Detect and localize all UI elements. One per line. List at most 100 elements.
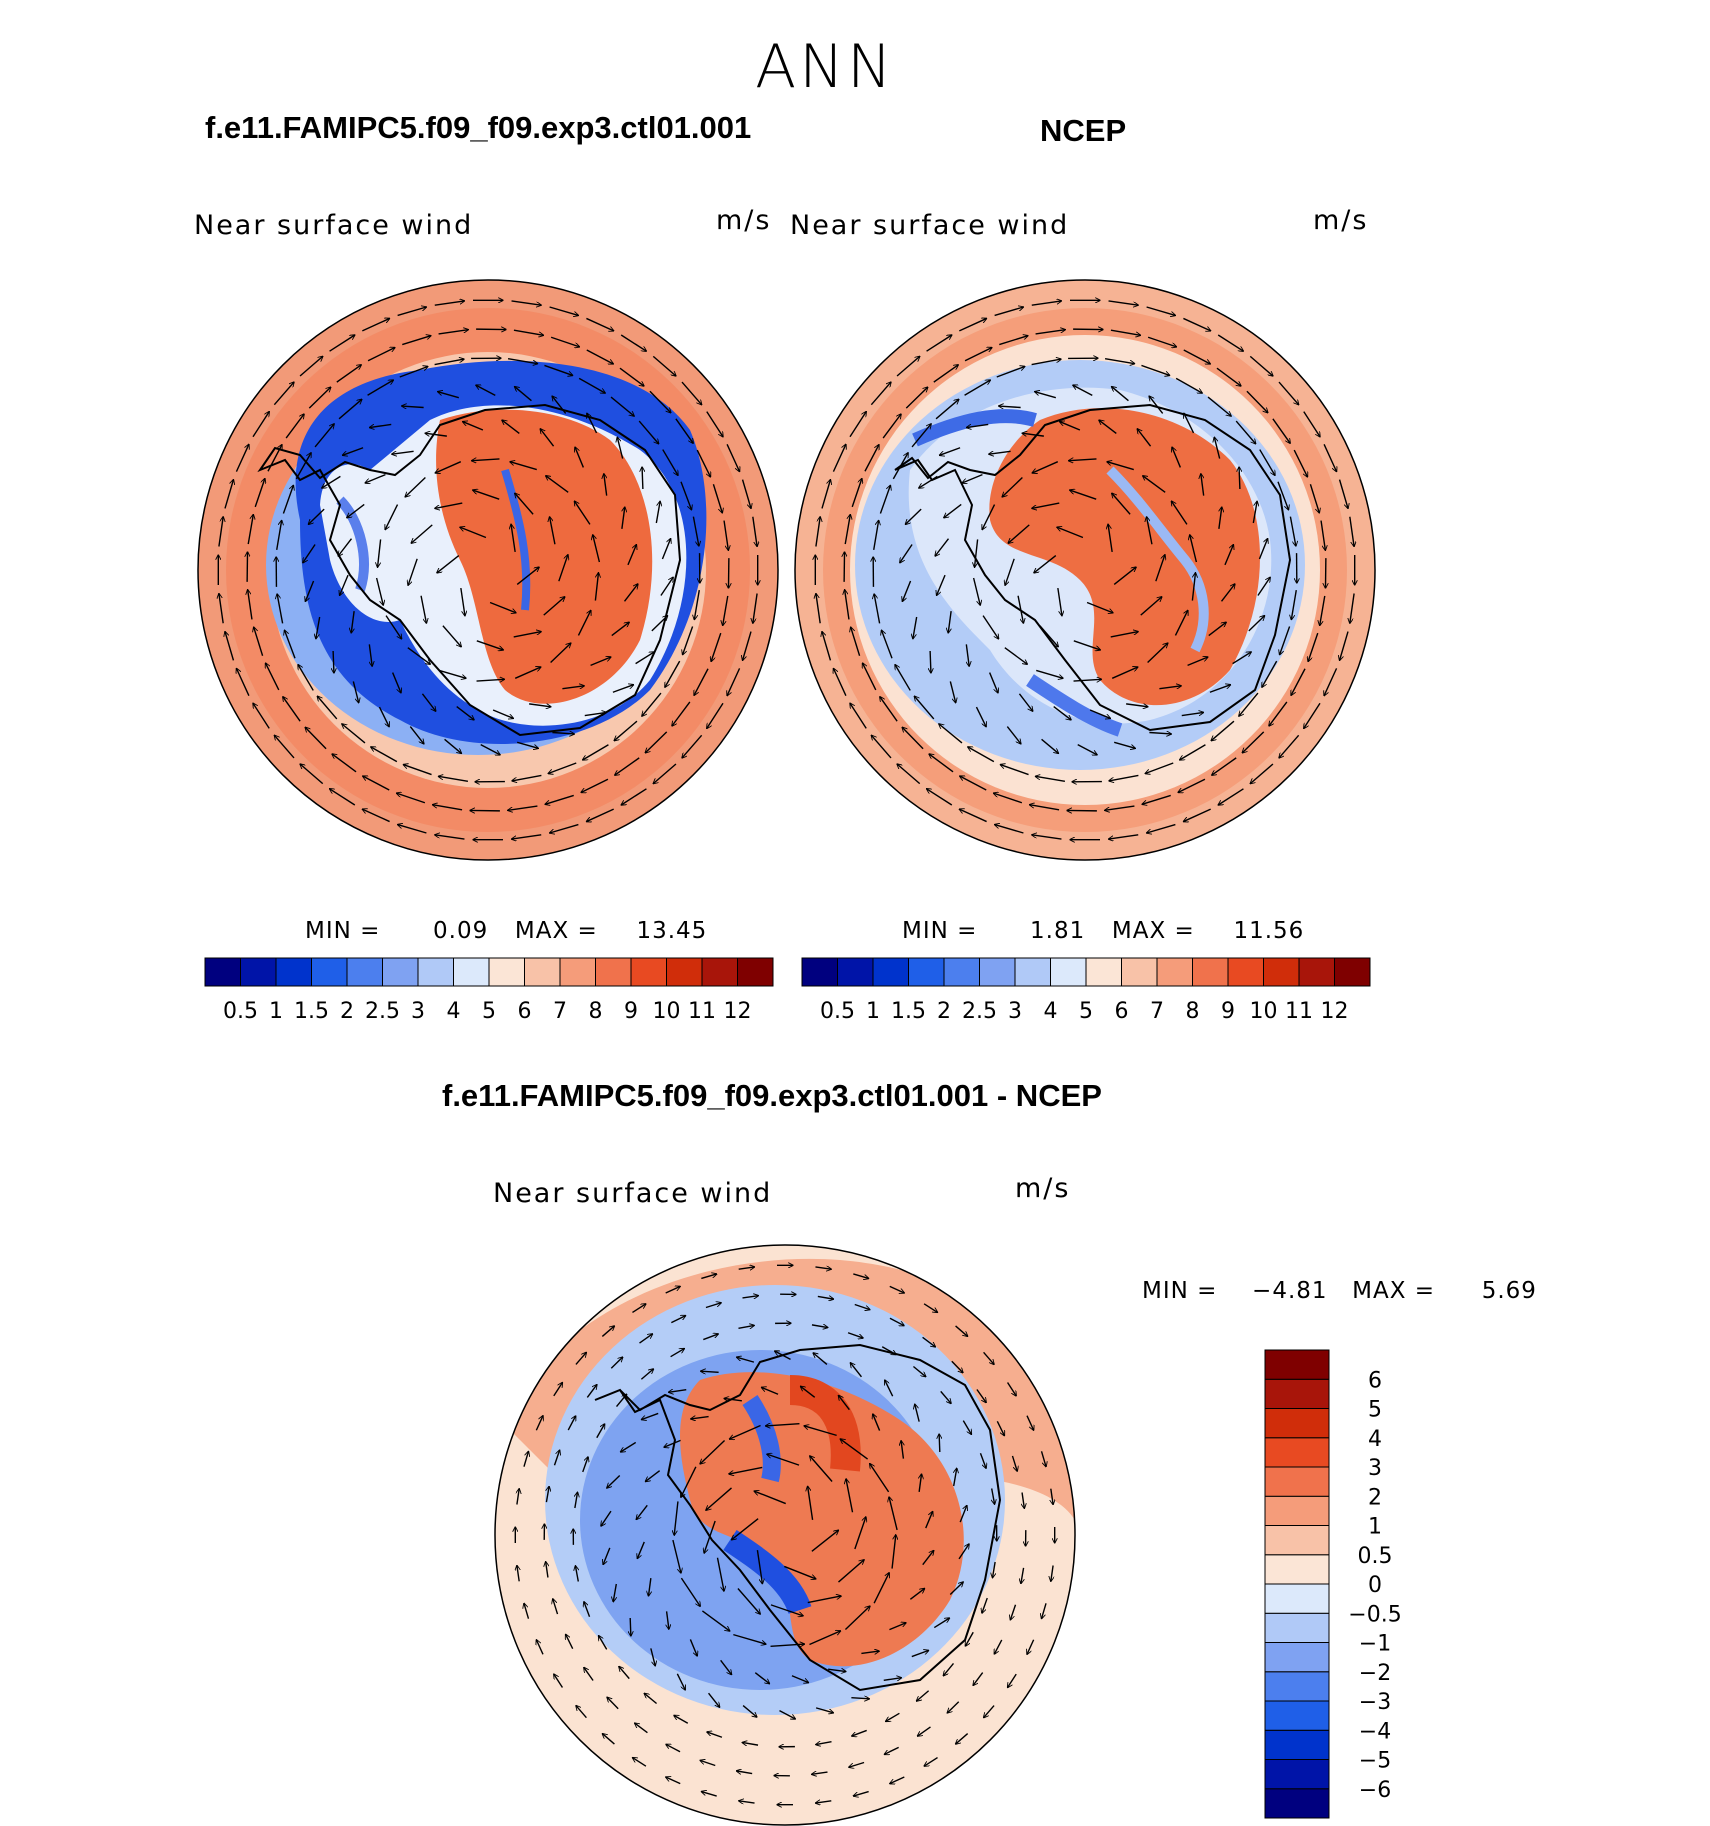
wind-arrow [1183, 317, 1210, 330]
wind-arrow [902, 580, 912, 601]
cbar3-swatch [1264, 1554, 1330, 1585]
wind-arrow [1142, 794, 1171, 804]
wind-arrow [775, 1351, 791, 1361]
wind-arrow [968, 747, 995, 763]
wind-arrow [553, 1382, 563, 1397]
wind-arrow [285, 414, 304, 439]
wind-arrow [909, 1588, 924, 1600]
cbar3-tick-label: −1 [1359, 1632, 1391, 1657]
cbar1-tick-label: 10 [653, 999, 681, 1024]
wind-arrow [832, 444, 845, 472]
wind-arrow [599, 1636, 608, 1650]
wind-arrow [960, 776, 987, 791]
panel-2-variable: Near surface wind [790, 210, 1070, 241]
wind-arrow [558, 555, 568, 582]
wind-arrow [576, 1706, 587, 1719]
wind-arrow [338, 538, 353, 556]
wind-arrow [817, 1296, 834, 1299]
cbar2-tick-label: 1 [866, 999, 880, 1024]
wind-arrow [1108, 524, 1113, 553]
wind-arrow [562, 686, 584, 690]
wind-arrow [883, 1678, 902, 1681]
wind-arrow [754, 1672, 769, 1684]
wind-arrow [1211, 720, 1235, 740]
wind-arrow [666, 1744, 681, 1753]
wind-arrow [897, 764, 921, 785]
cbar2-tick-label: 2 [937, 999, 951, 1024]
wind-arrow [604, 474, 608, 496]
wind-arrow [1021, 1567, 1024, 1584]
wind-arrow [912, 1365, 925, 1377]
wind-arrow [951, 1360, 963, 1372]
panel-1-minmax: MIN = 0.09 MAX = 13.45 [305, 918, 707, 944]
wind-arrow [712, 484, 722, 513]
cbar3-swatch [1264, 1466, 1330, 1497]
wind-arrow [1309, 484, 1319, 513]
wind-arrow [922, 1336, 936, 1347]
wind-arrow [1218, 507, 1222, 529]
wind-arrow [886, 1712, 900, 1721]
wind-arrow [1304, 702, 1321, 728]
wind-arrow [681, 1466, 697, 1497]
wind-arrow [1017, 595, 1023, 623]
wind-arrow [670, 1349, 685, 1358]
wind-arrow [982, 1597, 988, 1613]
cbar3-tick-label: −0.5 [1348, 1602, 1401, 1627]
wind-arrow [811, 1325, 828, 1328]
wind-arrow [742, 1705, 757, 1718]
panel-2-min-value: 1.81 [1030, 918, 1086, 944]
wind-arrow [816, 1742, 832, 1745]
wind-arrow [322, 475, 341, 488]
panel-2-max-label: MAX = [1111, 918, 1195, 944]
wind-arrow [815, 1801, 832, 1803]
wind-arrow [378, 539, 382, 567]
wind-arrow [1149, 733, 1171, 734]
wind-arrow [975, 539, 979, 567]
wind-arrow [854, 1517, 866, 1550]
panel-1-max-label: MAX = [514, 918, 598, 944]
wind-arrow [523, 1451, 529, 1467]
wind-arrow [707, 702, 724, 728]
wind-arrow [844, 514, 850, 545]
wind-arrow [1232, 652, 1252, 665]
wind-arrow [632, 1758, 647, 1767]
cbar3-tick-label: 0.5 [1358, 1544, 1393, 1569]
cbar3-tick-label: −5 [1359, 1749, 1391, 1774]
wind-arrow [919, 475, 938, 488]
wind-arrow [691, 1417, 709, 1419]
wind-arrow [911, 1650, 929, 1658]
wind-arrow [515, 387, 532, 402]
wind-arrow [607, 1475, 621, 1489]
cbar3-swatch [1264, 1437, 1330, 1468]
wind-arrow [1324, 668, 1338, 695]
wind-arrow [1089, 709, 1110, 718]
wind-arrow [1073, 385, 1093, 396]
cbar1-swatch [559, 957, 596, 987]
panel-2-title: NCEP [1040, 113, 1127, 148]
wind-arrow [738, 1325, 754, 1328]
wind-arrow [308, 387, 330, 409]
wind-arrow [1070, 490, 1097, 500]
cbar1-tick-label: 1 [269, 999, 283, 1024]
cbar3-swatch [1264, 1700, 1330, 1731]
wind-arrow [219, 594, 224, 624]
wind-arrow [342, 724, 366, 744]
wind-arrow [438, 776, 469, 782]
wind-arrow [614, 720, 638, 740]
wind-arrow [1145, 762, 1174, 774]
map1-coastline [257, 403, 682, 737]
wind-arrow [815, 1707, 833, 1713]
wind-arrow [403, 765, 432, 776]
wind-arrow [989, 450, 1011, 454]
wind-arrow [276, 520, 282, 551]
wind-arrow [1257, 577, 1270, 596]
wind-arrow [1338, 479, 1348, 509]
wind-arrow [671, 1316, 685, 1324]
wind-arrow [1349, 516, 1354, 547]
wind-arrow [639, 1334, 653, 1344]
cbar2-swatch [1050, 957, 1087, 987]
wind-arrow [983, 1351, 994, 1364]
cbar2-tick-label: 11 [1285, 999, 1313, 1024]
wind-arrow [863, 663, 877, 691]
wind-arrow [973, 1672, 984, 1686]
